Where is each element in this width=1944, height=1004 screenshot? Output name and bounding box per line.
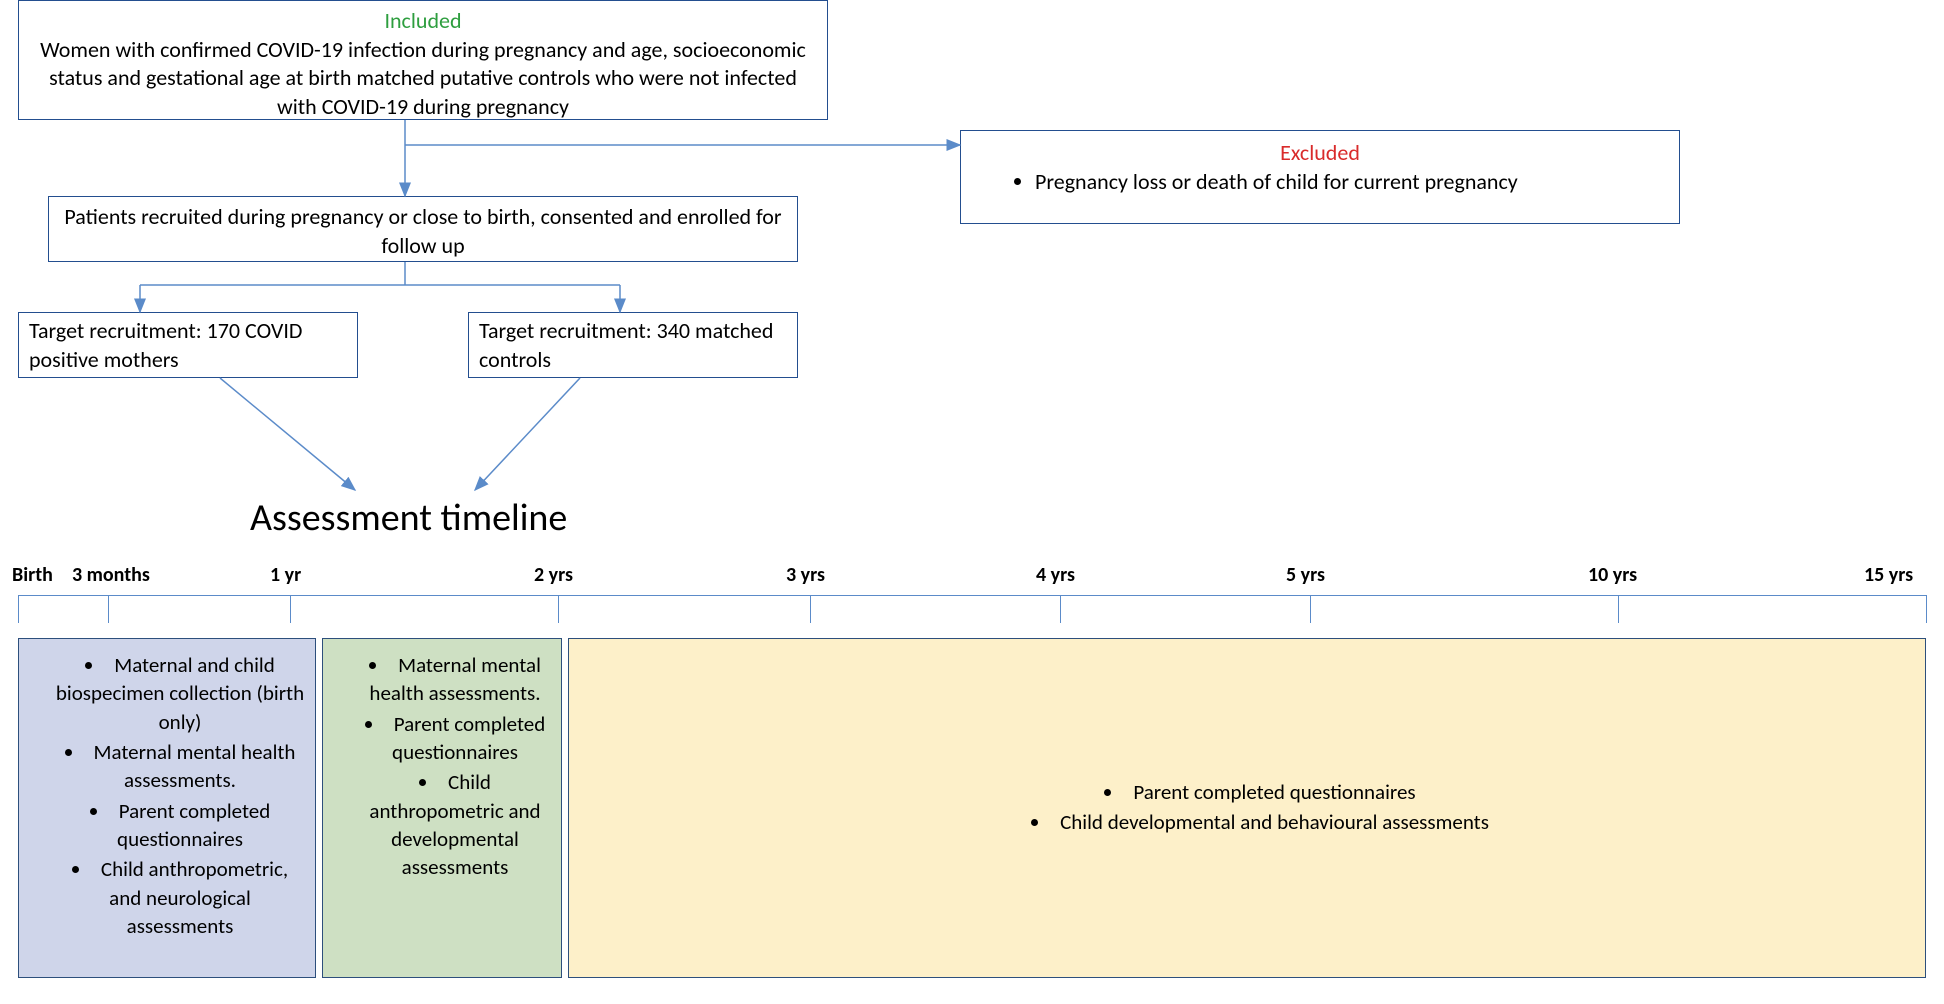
timeline-tick <box>290 595 291 623</box>
phase-item: Maternal mental health assessments. <box>55 738 305 795</box>
timeline-tick-label: 10 yrs <box>1588 563 1637 587</box>
recruited-text: Patients recruited during pregnancy or c… <box>59 203 787 260</box>
target-controls-text: Target recruitment: 340 matched controls <box>479 317 787 374</box>
timeline-tick <box>108 595 109 623</box>
excluded-item: Pregnancy loss or death of child for cur… <box>1035 168 1665 197</box>
included-box: Included Women with confirmed COVID-19 i… <box>18 0 828 120</box>
timeline-tick <box>1060 595 1061 623</box>
phase-3-list: Parent completed questionnairesChild dev… <box>1005 778 1489 839</box>
phase-item: Maternal mental health assessments. <box>359 651 551 708</box>
included-label: Included <box>29 7 817 36</box>
phase-item: Parent completed questionnaires <box>55 797 305 854</box>
phase-1-list: Maternal and child biospecimen collectio… <box>29 651 305 940</box>
timeline-tick-label: 5 yrs <box>1286 563 1325 587</box>
timeline-tick-label: 3 yrs <box>786 563 825 587</box>
target-covid-box: Target recruitment: 170 COVID positive m… <box>18 312 358 378</box>
timeline-tick <box>1310 595 1311 623</box>
timeline-tick-label: 3 months <box>72 563 150 587</box>
phase-2-list: Maternal mental health assessments.Paren… <box>333 651 551 882</box>
phase-3-box: Parent completed questionnairesChild dev… <box>568 638 1926 978</box>
timeline-tick-label: 1 yr <box>270 563 301 587</box>
phase-item: Child anthropometric and developmental a… <box>359 768 551 881</box>
excluded-box: Excluded Pregnancy loss or death of chil… <box>960 130 1680 224</box>
recruited-box: Patients recruited during pregnancy or c… <box>48 196 798 262</box>
target-covid-text: Target recruitment: 170 COVID positive m… <box>29 317 347 374</box>
phase-item: Maternal and child biospecimen collectio… <box>55 651 305 736</box>
timeline-tick <box>558 595 559 623</box>
timeline-tick <box>1926 595 1927 623</box>
excluded-label: Excluded <box>975 139 1665 168</box>
phase-item: Child developmental and behavioural asse… <box>1031 808 1489 836</box>
excluded-list: Pregnancy loss or death of child for cur… <box>975 168 1665 197</box>
timeline-tick-label: 15 yrs <box>1864 563 1913 587</box>
timeline-tick <box>18 595 19 623</box>
phase-item: Child anthropometric, and neurological a… <box>55 855 305 940</box>
phase-2-box: Maternal mental health assessments.Paren… <box>322 638 562 978</box>
timeline-tick <box>1618 595 1619 623</box>
target-controls-box: Target recruitment: 340 matched controls <box>468 312 798 378</box>
timeline-tick <box>810 595 811 623</box>
included-text: Women with confirmed COVID-19 infection … <box>29 36 817 122</box>
timeline-tick-label: 2 yrs <box>534 563 573 587</box>
phase-item: Parent completed questionnaires <box>359 710 551 767</box>
assessment-timeline-title: Assessment timeline <box>250 495 567 541</box>
phase-item: Parent completed questionnaires <box>1031 778 1489 806</box>
timeline-tick-label: 4 yrs <box>1036 563 1075 587</box>
phase-1-box: Maternal and child biospecimen collectio… <box>18 638 316 978</box>
timeline-axis <box>18 595 1926 596</box>
timeline-tick-label: Birth <box>12 563 53 587</box>
